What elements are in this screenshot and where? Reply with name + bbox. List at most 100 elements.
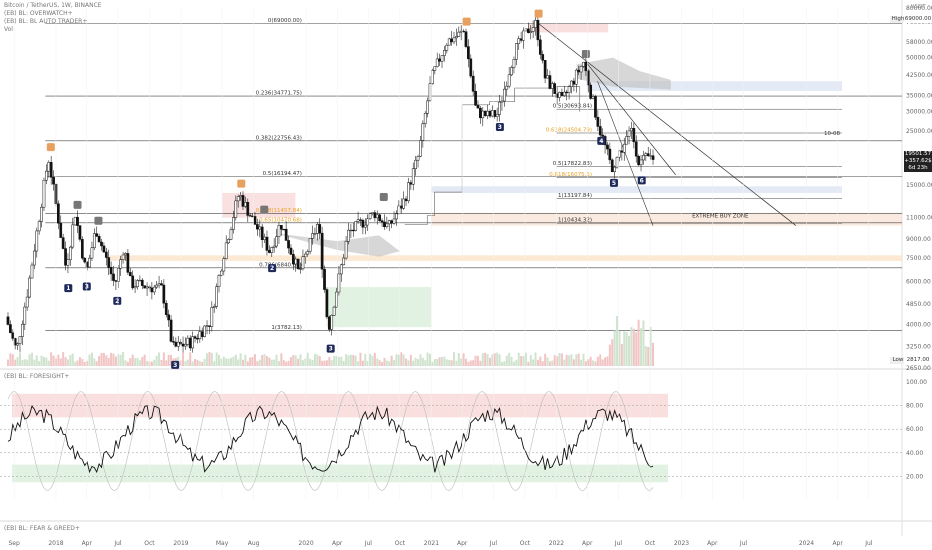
- change-badge: +357.62$: [904, 158, 932, 165]
- candle: [651, 155, 655, 160]
- candle: [109, 267, 113, 275]
- time-tick-label: Oct: [520, 540, 531, 547]
- volume-bar: [196, 359, 199, 366]
- indicator-volume[interactable]: Vol: [4, 26, 13, 33]
- candle: [387, 220, 391, 225]
- candle: [318, 224, 322, 234]
- candle: [282, 228, 286, 231]
- candle: [45, 170, 48, 181]
- panel-title-foresight[interactable]: (EB) BL: FORESIGHT+: [4, 373, 70, 380]
- time-tick-label: 2019: [173, 540, 188, 547]
- volume-bar: [606, 356, 609, 366]
- volume-bar: [153, 359, 156, 366]
- volume-bar: [476, 355, 479, 366]
- candle: [591, 96, 595, 99]
- volume-bar: [582, 353, 585, 366]
- candle: [208, 325, 211, 327]
- candle: [481, 110, 485, 119]
- candle: [464, 31, 468, 47]
- volume-bar: [141, 356, 144, 366]
- candle: [630, 128, 633, 132]
- volume-bar: [335, 355, 338, 366]
- candle: [584, 61, 588, 72]
- oscillator-pane[interactable]: [0, 391, 902, 491]
- candle: [574, 69, 578, 85]
- date-tag: 10-08: [824, 131, 840, 137]
- price-pane[interactable]: 0(69000.00) 0.236(34771.75) 0.382(22756.43…: [0, 0, 932, 536]
- time-tick-label: Jul: [864, 540, 873, 547]
- signal-badge: [64, 284, 73, 293]
- volume-bar: [484, 352, 487, 366]
- candle: [9, 324, 12, 333]
- volume-bar: [448, 359, 451, 366]
- candle: [133, 286, 137, 289]
- currency-label: USDT: [910, 4, 926, 10]
- volume-bar: [618, 331, 621, 366]
- candle: [291, 254, 295, 265]
- volume-bar: [208, 352, 211, 366]
- time-axis[interactable]: Sep 2018 Apr Jul Oct 2019 May Aug 2020 Apr Jul Oct 2…: [9, 8, 873, 547]
- candle: [519, 38, 523, 41]
- candle: [416, 156, 420, 161]
- volume-bar: [620, 344, 623, 366]
- volume-bar: [321, 360, 324, 366]
- volume-bar: [74, 361, 77, 366]
- volume-bar: [508, 352, 511, 366]
- candle: [447, 38, 451, 46]
- candle: [299, 268, 302, 270]
- volume-bar: [273, 359, 276, 366]
- candle: [52, 177, 55, 185]
- volume-bar: [86, 360, 89, 366]
- volume-bar: [381, 361, 384, 366]
- volume-bar: [261, 355, 264, 366]
- indicator-overwatch[interactable]: (EB) BL: OVERWATCH+: [4, 10, 73, 17]
- candle: [157, 283, 161, 286]
- volume-bar: [16, 357, 19, 366]
- volume-bar: [182, 352, 185, 366]
- candle: [543, 60, 547, 79]
- volume-bar: [189, 352, 192, 366]
- time-tick-label: 2020: [298, 540, 313, 547]
- volume-bar: [316, 354, 319, 366]
- time-tick-label: Jul: [614, 540, 623, 547]
- candle: [450, 38, 453, 43]
- candle: [160, 283, 163, 286]
- indicator-auto-trader[interactable]: (EB) BL: BL AUTO TRADER+: [4, 18, 88, 25]
- volume-bar: [642, 320, 645, 366]
- volume-bar: [126, 361, 129, 366]
- candle: [438, 58, 441, 62]
- time-tick-label: Apr: [332, 540, 343, 547]
- signal-badge-number: 5: [612, 180, 616, 187]
- volume-bar: [138, 360, 141, 366]
- signal-badge: [113, 296, 122, 305]
- volume-bar: [342, 360, 345, 366]
- volume-bar: [424, 360, 427, 366]
- volume-bar: [213, 361, 216, 366]
- volume-bar: [239, 353, 242, 366]
- price-tick-label: 30000.00: [906, 109, 932, 116]
- candle: [596, 117, 600, 127]
- candle: [503, 88, 506, 102]
- time-tick-label: Oct: [144, 540, 155, 547]
- volume-bar: [232, 356, 235, 366]
- panel-title-fear-greed[interactable]: (EB) BL: FEAR & GREED+: [4, 525, 80, 532]
- candle: [169, 319, 173, 342]
- price-axis[interactable]: 80000.0070000.0058000.0050000.0042500.00…: [906, 5, 932, 480]
- candle: [95, 233, 99, 237]
- volume-bar: [488, 357, 491, 366]
- volume-bar: [608, 344, 611, 366]
- volume-bar: [275, 354, 278, 366]
- volume-bar: [426, 352, 429, 366]
- volume-bar: [69, 355, 72, 366]
- fib-label-left: 1(3782.13): [271, 325, 302, 331]
- volume-bar: [572, 359, 575, 366]
- candle: [366, 218, 370, 226]
- candle: [479, 107, 482, 119]
- candle: [303, 253, 307, 257]
- fib-label-right: 1(13197.84): [558, 193, 592, 199]
- candle: [361, 219, 365, 228]
- candle: [337, 273, 341, 293]
- time-tick-label: Jul: [489, 540, 498, 547]
- top-marker: [237, 179, 246, 188]
